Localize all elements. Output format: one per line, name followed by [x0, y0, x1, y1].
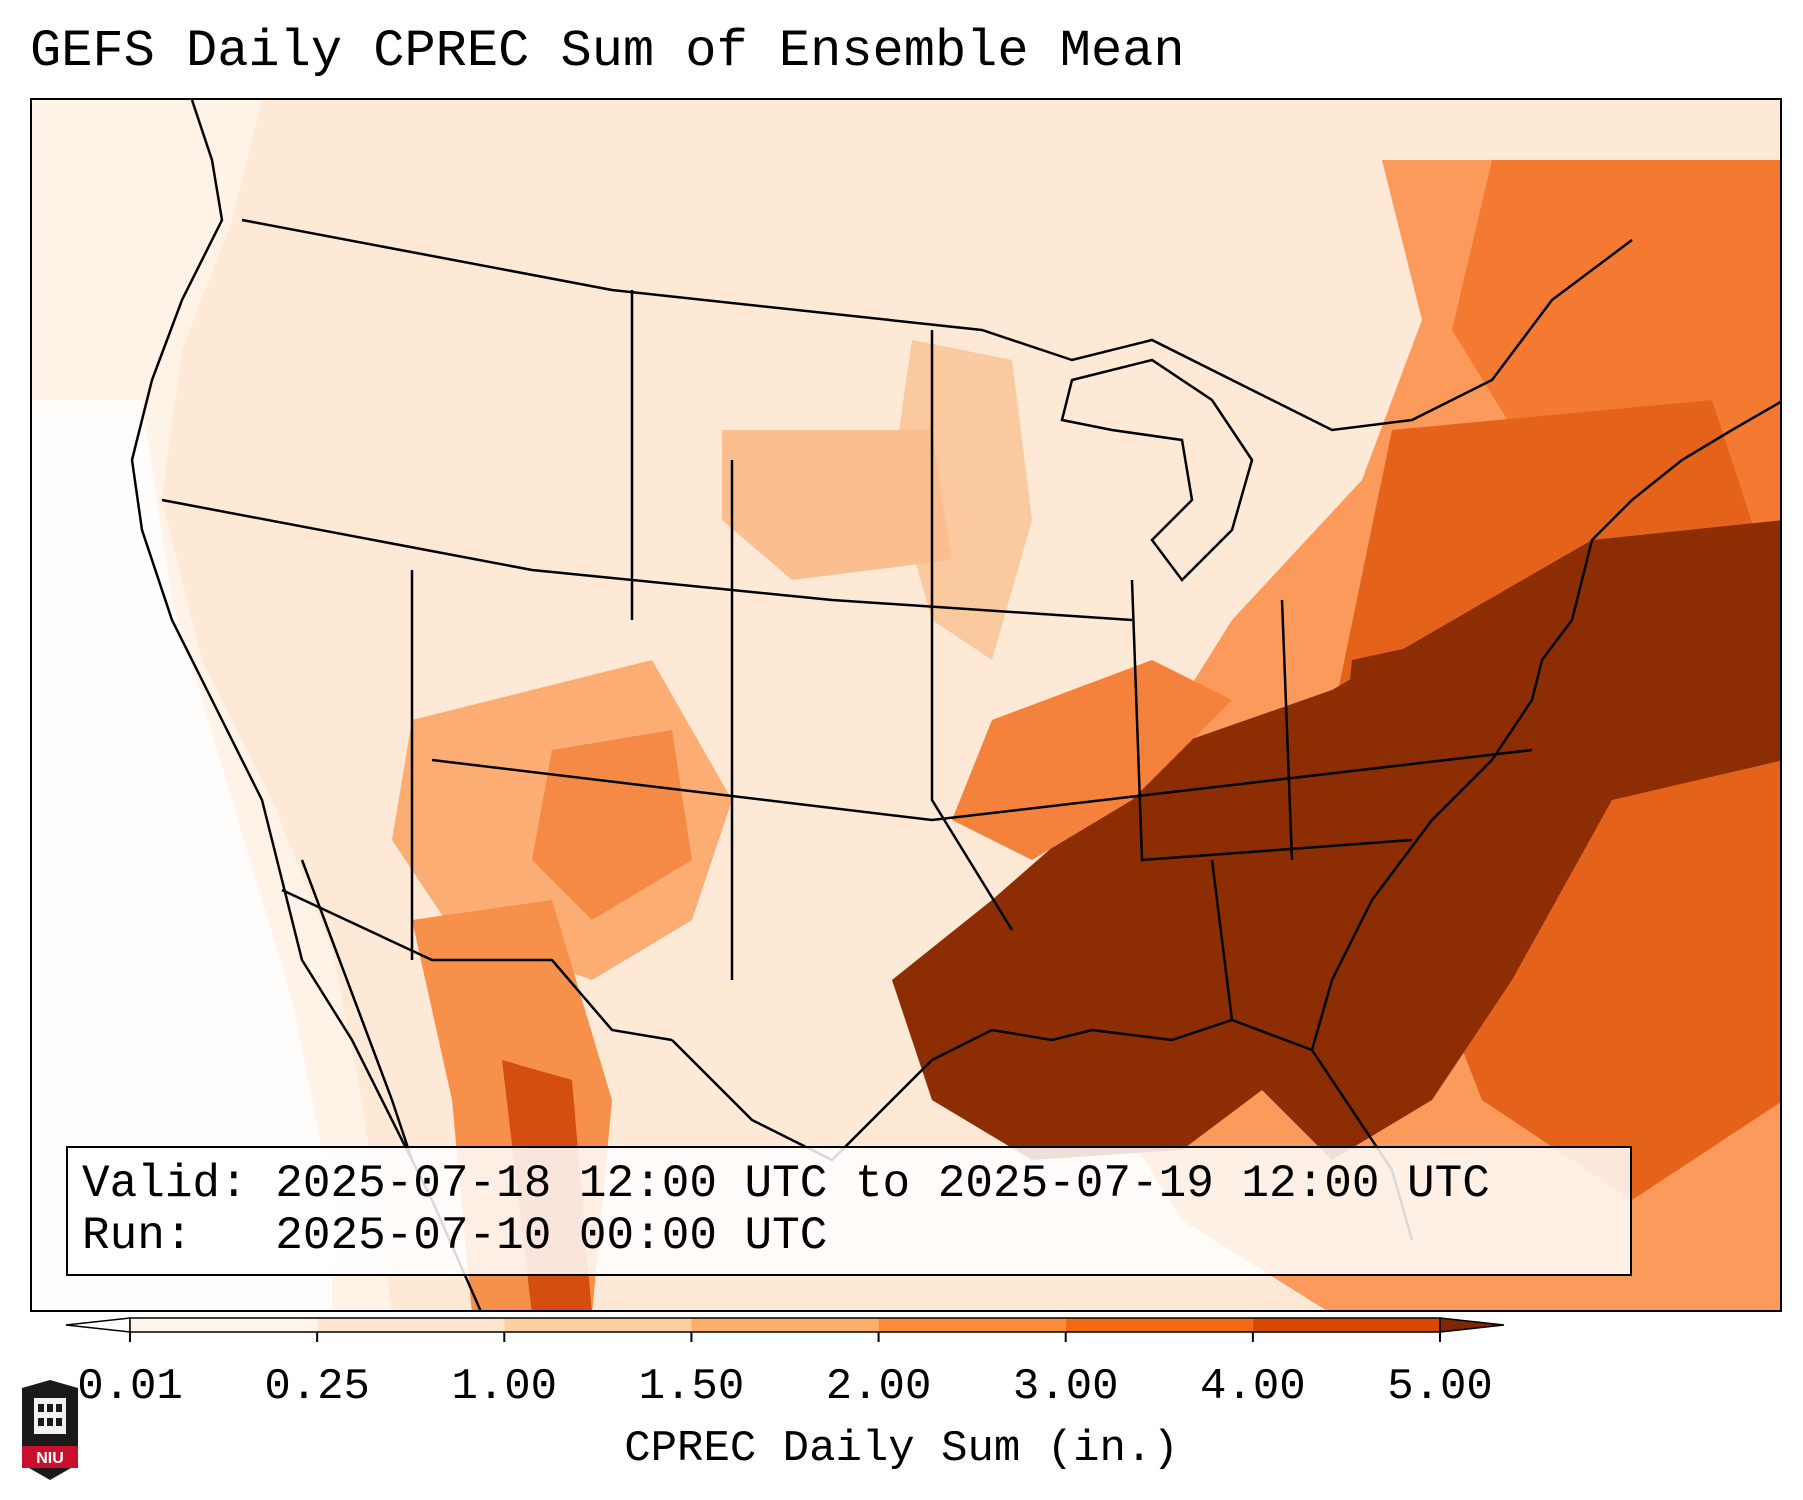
colorbar-segment: [317, 1318, 505, 1332]
colorbar-segment: [691, 1318, 879, 1332]
precip-map: [30, 98, 1782, 1312]
info-box: Valid: 2025-07-18 12:00 UTC to 2025-07-1…: [66, 1146, 1632, 1276]
colorbar-outline: [129, 1317, 1441, 1333]
west-coastline: [130, 100, 482, 1310]
state-line-5: [161, 498, 1133, 622]
colorbar-segment: [504, 1318, 692, 1332]
colorbar-tick-label: 0.01: [77, 1362, 183, 1412]
colorbar-tick-label: 0.25: [264, 1362, 370, 1412]
colorbar-tick-label: 4.00: [1200, 1362, 1306, 1412]
colorbar-segment: [130, 1318, 318, 1332]
state-line-8: [1130, 579, 1413, 862]
colorbar-tick-label: 3.00: [1012, 1362, 1119, 1412]
run-time: 2025-07-10 00:00 UTC: [275, 1210, 828, 1262]
state-line-9: [1280, 599, 1294, 861]
valid-label: Valid:: [82, 1158, 248, 1210]
colorbar-under-arrow: [65, 1317, 131, 1333]
run-label: Run:: [82, 1210, 193, 1262]
east-coastline: [1310, 400, 1780, 1051]
valid-range: 2025-07-18 12:00 UTC to 2025-07-19 12:00…: [275, 1158, 1490, 1210]
colorbar-label: CPREC Daily Sum (in.): [624, 1424, 1179, 1474]
state-line-7: [1210, 859, 1234, 1021]
niu-logo: NIU: [22, 1380, 78, 1480]
colorbar-tick-label: 1.50: [638, 1362, 745, 1412]
baja-peninsula: [300, 859, 414, 1161]
colorbar-over-arrow: [1439, 1317, 1505, 1333]
colorbar-tick-label: 5.00: [1387, 1362, 1493, 1412]
map-title: GEFS Daily CPREC Sum of Ensemble Mean: [30, 22, 1185, 81]
colorbar-segment: [1252, 1318, 1440, 1332]
canada-border: [241, 218, 1633, 432]
logo-text: NIU: [36, 1450, 64, 1467]
colorbar-tick-label: 1.00: [451, 1362, 558, 1412]
colorbar-segment: [1065, 1318, 1253, 1332]
great-lakes: [1060, 358, 1254, 582]
state-line-6: [431, 748, 1533, 822]
colorbar-tick-label: 2.00: [825, 1362, 932, 1412]
precip-field: [32, 100, 1780, 1310]
map-canvas: [32, 100, 1780, 1310]
colorbar-segment: [878, 1318, 1066, 1332]
state-line-2: [930, 330, 1014, 931]
colorbar: [65, 1317, 1505, 1342]
mexico-border: [281, 888, 673, 1042]
